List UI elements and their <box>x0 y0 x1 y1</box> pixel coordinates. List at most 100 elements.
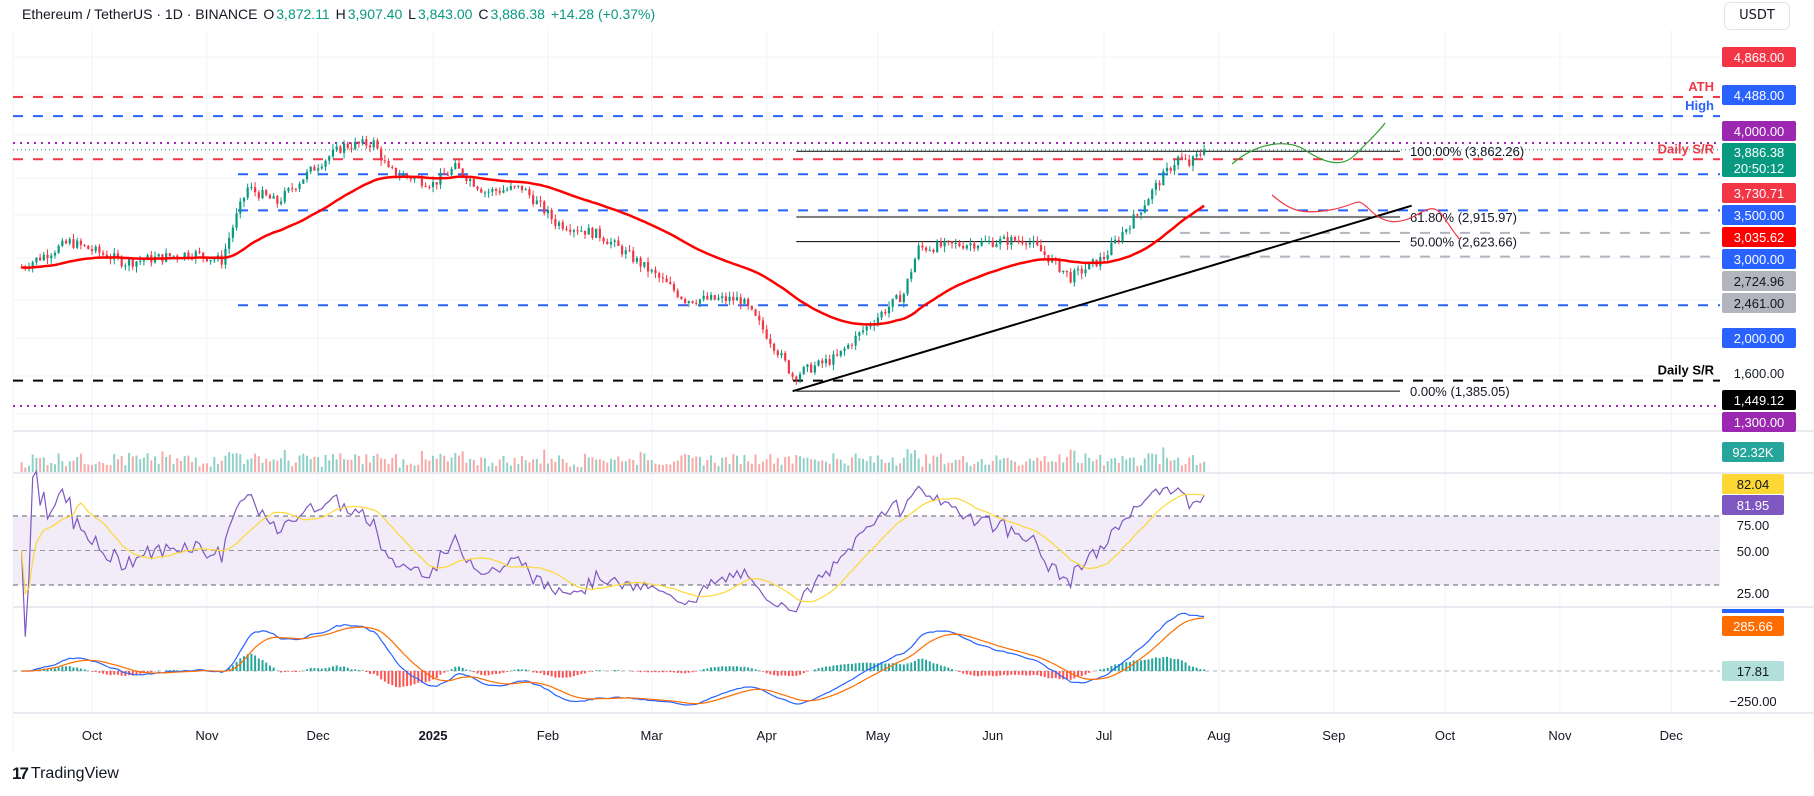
price-axis-label: 3,500.00 <box>1734 208 1785 223</box>
macd-histogram-bar <box>1136 660 1139 671</box>
candle-body <box>576 230 579 232</box>
macd-histogram-bar <box>335 665 338 671</box>
volume-bar <box>1110 458 1113 472</box>
time-axis-label: Apr <box>757 728 778 743</box>
volume-bar <box>235 453 238 472</box>
volume-bar <box>105 464 108 472</box>
volume-bar <box>991 461 994 472</box>
candle-body <box>776 350 779 356</box>
symbol-header: Ethereum / TetherUS · 1D · BINANCE O 3,87… <box>22 6 657 22</box>
volume-bar <box>632 459 635 472</box>
volume-bar <box>821 460 824 472</box>
volume-bar <box>1177 457 1180 472</box>
candle-body <box>732 296 735 301</box>
macd-histogram-bar <box>799 671 802 675</box>
candle-body <box>654 269 657 274</box>
macd-signal-line <box>21 617 1205 705</box>
candle-body <box>917 245 920 260</box>
volume-bar <box>913 450 916 472</box>
volume-bar <box>532 459 535 472</box>
volume-bar <box>116 459 119 472</box>
macd-histogram-bar <box>617 670 620 671</box>
time-axis-label: Oct <box>82 728 103 743</box>
macd-histogram-bar <box>869 662 872 671</box>
rsi-ma-value-label: 82.04 <box>1737 477 1770 492</box>
macd-histogram-bar <box>105 671 108 675</box>
macd-histogram-bar <box>1036 671 1039 676</box>
volume-bar <box>372 455 375 472</box>
macd-histogram-bar <box>928 661 931 671</box>
candle-body <box>821 360 824 364</box>
macd-line <box>21 612 1205 706</box>
macd-histogram-bar <box>409 671 412 686</box>
price-axis-label-bg <box>1722 249 1796 269</box>
volume-bar <box>1128 457 1131 472</box>
volume-bar <box>565 462 568 472</box>
macd-histogram-bar <box>669 671 672 673</box>
candle-body <box>339 146 342 153</box>
volume-bar <box>780 464 783 472</box>
macd-histogram-bar <box>231 665 234 671</box>
candle-body <box>120 257 123 267</box>
candle-body <box>1021 240 1024 244</box>
volume-bar <box>150 460 153 472</box>
macd-histogram-bar <box>858 662 861 671</box>
candle-body <box>50 255 53 259</box>
candle-body <box>743 299 746 304</box>
candle-body <box>646 262 650 272</box>
macd-histogram-bar <box>587 671 590 672</box>
candle-body <box>480 189 483 193</box>
candle-body <box>405 173 409 177</box>
macd-histogram-bar <box>684 671 687 674</box>
macd-histogram-bar <box>750 668 753 671</box>
candle-body <box>1091 259 1094 263</box>
macd-histogram-bar <box>402 671 405 687</box>
macd-histogram-bar <box>424 671 427 683</box>
candle-body <box>947 240 950 242</box>
macd-histogram-bar <box>354 669 357 671</box>
volume-bar <box>428 460 431 472</box>
macd-histogram-bar <box>120 671 123 676</box>
volume-bar <box>502 455 505 472</box>
volume-bar <box>647 459 650 472</box>
candle-body <box>1184 158 1187 160</box>
tradingview-brand[interactable]: 17 TradingView <box>12 764 119 784</box>
macd-histogram-bar <box>991 671 994 677</box>
price-axis-label-bg <box>1722 328 1796 348</box>
price-chart[interactable]: Oct Nov Dec 2025 Feb Mar Apr May Jun Jul Aug Sep Oct… <box>0 0 1814 760</box>
candle-body <box>628 250 631 252</box>
volume-bar <box>1136 465 1139 472</box>
candle-body <box>491 189 494 192</box>
candle-body <box>61 240 64 246</box>
macd-histogram-bar <box>450 669 453 671</box>
macd-histogram-bar <box>932 663 935 671</box>
time-axis-label: May <box>866 728 891 743</box>
volume-bar <box>854 453 857 472</box>
volume-bar <box>31 454 34 472</box>
volume-bar <box>598 459 601 472</box>
candle-body <box>309 166 312 172</box>
candle-body <box>984 240 987 242</box>
volume-bar <box>72 460 75 472</box>
candle-body <box>813 365 816 373</box>
candle-body <box>1195 154 1198 157</box>
volume-bar <box>20 462 23 472</box>
volume-bar <box>658 464 661 472</box>
volume-bar <box>209 466 212 472</box>
candle-body <box>1017 240 1020 242</box>
volume-bar <box>787 456 790 472</box>
macd-histogram-bar <box>1132 660 1135 671</box>
volume-bar <box>902 457 905 472</box>
volume-bar <box>328 460 331 472</box>
volume-bar <box>454 452 457 472</box>
price-axis-label: 4,488.00 <box>1734 88 1785 103</box>
candle-body <box>239 201 242 214</box>
candle-body <box>595 228 598 238</box>
macd-histogram-bar <box>1125 662 1128 671</box>
macd-histogram-bar <box>46 668 49 671</box>
time-axis-label: Oct <box>1435 728 1456 743</box>
candle-body <box>1006 237 1009 245</box>
currency-button[interactable]: USDT <box>1724 2 1790 30</box>
symbol-name[interactable]: Ethereum / TetherUS · 1D · BINANCE <box>22 6 258 22</box>
macd-histogram-bar <box>713 667 716 671</box>
